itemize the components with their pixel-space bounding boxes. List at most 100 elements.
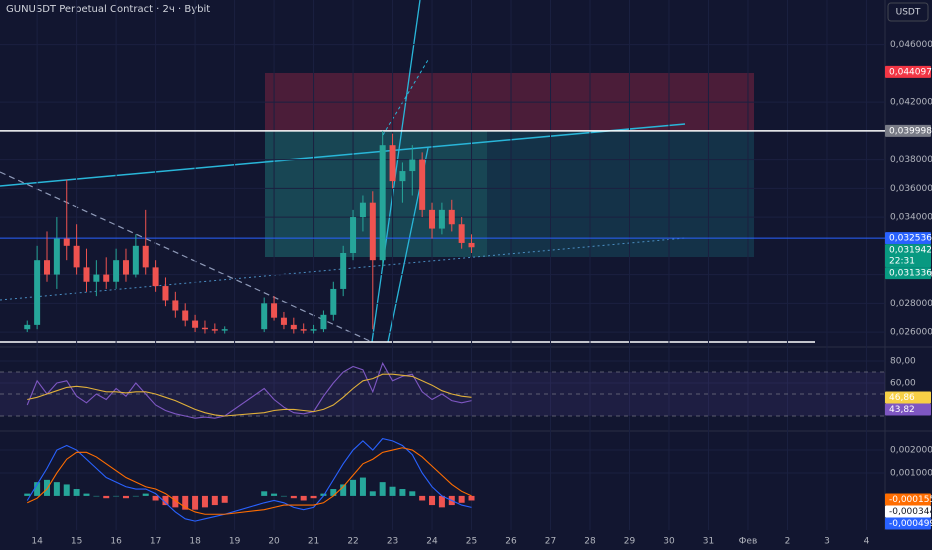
y-tick-label: 60,00 xyxy=(890,379,916,389)
indicator-line xyxy=(26,361,472,419)
candle-body xyxy=(468,242,475,248)
histogram-bar xyxy=(43,479,50,496)
candle-body xyxy=(63,238,70,246)
candle-body xyxy=(142,245,149,268)
candle-body xyxy=(399,171,406,182)
price-marker xyxy=(885,232,931,245)
price-marker-label: 43,82 xyxy=(889,405,915,415)
price-marker-label: 0,031942 xyxy=(889,246,932,256)
candle-body xyxy=(369,202,376,261)
price-marker-label: -0,000344 xyxy=(889,507,932,517)
currency-button[interactable] xyxy=(887,2,929,22)
histogram-bar xyxy=(192,495,199,510)
countdown-label: 22:31 xyxy=(889,257,915,267)
x-tick-label: 17 xyxy=(150,537,161,547)
candle-body xyxy=(24,324,31,330)
y-tick-label: 0,028000 xyxy=(890,299,932,309)
candle-body xyxy=(53,238,60,275)
x-tick-label: 21 xyxy=(308,537,319,547)
histogram-bar xyxy=(182,495,189,510)
x-tick-label: 20 xyxy=(268,537,280,547)
dashed-line xyxy=(0,171,373,343)
candle-body xyxy=(419,159,426,210)
candle-body xyxy=(73,245,80,268)
candle-body xyxy=(271,303,278,318)
price-marker-label: 0,044097 xyxy=(889,67,932,77)
dotted-line xyxy=(382,59,429,136)
candle-body xyxy=(429,209,436,229)
x-tick-label: 19 xyxy=(229,537,241,547)
histogram-bar xyxy=(350,479,357,496)
y-tick-label: 80,00 xyxy=(890,357,916,367)
candle-body xyxy=(330,288,337,315)
y-tick-label: 0,026000 xyxy=(890,328,932,338)
candle-body xyxy=(300,329,307,331)
price-marker xyxy=(885,517,931,530)
y-tick-label: 0,042000 xyxy=(890,98,932,108)
histogram-bar xyxy=(369,491,376,496)
histogram-bar xyxy=(280,495,287,497)
x-tick-label: 22 xyxy=(347,537,358,547)
histogram-bar xyxy=(438,495,445,508)
candle-body xyxy=(379,145,386,261)
histogram-bar xyxy=(261,491,268,496)
candle-body xyxy=(182,310,189,321)
price-marker-label: 0,031336 xyxy=(889,269,932,279)
price-marker xyxy=(885,267,931,280)
histogram-bar xyxy=(399,489,406,496)
histogram-bar xyxy=(152,495,159,501)
y-tick-label: 0,046000 xyxy=(890,40,932,50)
candle-body xyxy=(310,329,317,331)
price-marker xyxy=(885,65,931,78)
y-tick-label: 0,036000 xyxy=(890,184,932,194)
candle-body xyxy=(162,286,169,301)
currency-label[interactable]: USDT xyxy=(896,8,921,18)
x-tick-label: 27 xyxy=(545,537,556,547)
histogram-bar xyxy=(73,489,80,496)
x-tick-label: 29 xyxy=(624,537,636,547)
indicator-line xyxy=(27,447,472,515)
price-marker xyxy=(885,403,931,416)
target-zone xyxy=(487,131,754,257)
x-tick-label: 4 xyxy=(864,537,870,547)
price-marker-label: -0,000499 xyxy=(889,519,932,529)
histogram-bar xyxy=(468,495,475,501)
candle-body xyxy=(221,329,228,331)
y-tick-label: 0,002000 xyxy=(890,446,932,456)
chart-title: GUNUSDT Perpetual Contract · 2ч · Bybit xyxy=(6,4,210,15)
x-tick-label: 23 xyxy=(387,537,398,547)
candle-body xyxy=(290,324,297,330)
histogram-bar xyxy=(389,486,396,496)
histogram-bar xyxy=(340,484,347,496)
histogram-bar xyxy=(359,477,366,496)
candle-body xyxy=(409,159,416,172)
candle-body xyxy=(122,260,129,275)
x-tick-label: 24 xyxy=(426,537,438,547)
histogram-bar xyxy=(300,495,307,501)
candle-body xyxy=(132,245,139,275)
x-tick-label: 31 xyxy=(703,537,714,547)
candle-body xyxy=(93,274,100,282)
histogram-bar xyxy=(330,489,337,496)
price-marker-label: 0,032536 xyxy=(889,234,932,244)
histogram-bar xyxy=(310,495,317,499)
x-tick-label: 25 xyxy=(466,537,477,547)
histogram-bar xyxy=(113,495,120,497)
histogram-bar xyxy=(458,495,465,503)
candle-body xyxy=(43,260,50,275)
candle-body xyxy=(192,320,199,328)
histogram-bar xyxy=(122,495,129,499)
candle-body xyxy=(280,317,287,325)
candle-body xyxy=(320,314,327,330)
candle-body xyxy=(261,303,268,330)
price-marker xyxy=(885,505,931,518)
candle-body xyxy=(458,224,465,243)
histogram-bar xyxy=(24,493,31,496)
histogram-bar xyxy=(409,491,416,496)
candle-body xyxy=(448,209,455,225)
histogram-bar xyxy=(379,482,386,496)
histogram-bar xyxy=(221,495,228,503)
price-marker xyxy=(885,244,931,268)
price-marker-label: 46,86 xyxy=(889,393,915,403)
